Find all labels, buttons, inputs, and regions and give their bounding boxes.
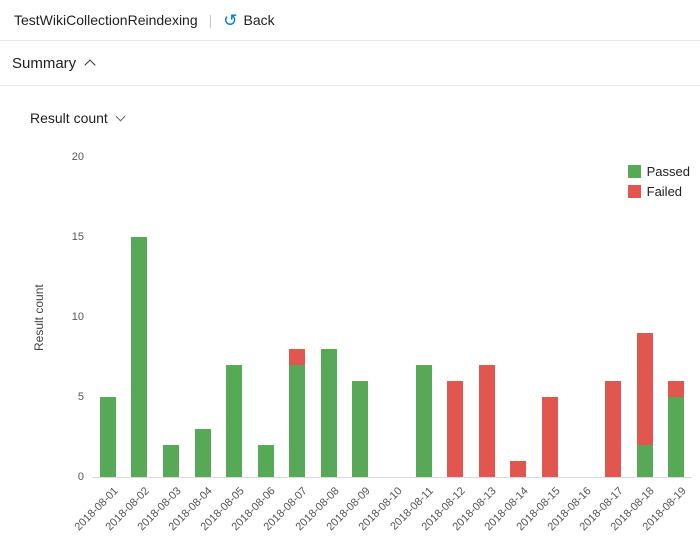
bar-segment-passed — [415, 365, 432, 477]
y-tick-label: 20 — [71, 151, 84, 163]
legend-label: Passed — [646, 164, 690, 179]
bar-segment-passed — [352, 381, 369, 477]
legend-swatch-icon — [627, 185, 641, 198]
chart-legend: Passed Failed — [627, 164, 690, 199]
page-title: TestWikiCollectionReindexing — [14, 12, 198, 28]
y-tick-label: 5 — [77, 391, 84, 403]
bar-segment-passed — [194, 429, 211, 477]
bar-segment-failed — [541, 397, 558, 477]
back-undo-arrow-icon: ↺ — [223, 10, 238, 30]
result-count-dropdown[interactable]: Result count — [30, 108, 126, 128]
legend-item-failed: Failed — [627, 184, 690, 199]
chevron-up-icon — [84, 58, 96, 71]
bar-segment-passed — [636, 445, 653, 477]
legend-swatch-icon — [627, 165, 641, 178]
summary-section-header[interactable]: Summary — [0, 41, 700, 86]
bar-segment-failed — [636, 333, 653, 445]
bar-segment-passed — [226, 365, 243, 477]
bar-segment-passed — [668, 397, 685, 477]
result-count-dropdown-label: Result count — [30, 110, 108, 126]
result-count-chart: Result count Passed Failed 0 5 10 15 20 2018-0… — [30, 151, 700, 533]
legend-label: Failed — [646, 184, 683, 199]
bar-segment-failed — [478, 365, 495, 477]
legend-item-passed: Passed — [627, 164, 690, 179]
title-separator: | — [208, 12, 213, 28]
summary-panel: Result count Result count Passed Failed 0… — [0, 86, 700, 533]
top-header: TestWikiCollectionReindexing | ↺ Back — [0, 0, 700, 41]
back-button[interactable]: ↺ Back — [223, 12, 274, 29]
bar-segment-failed — [668, 381, 685, 397]
bar-segment-passed — [289, 365, 306, 477]
chevron-down-icon — [115, 111, 126, 122]
y-tick-label: 15 — [71, 231, 84, 243]
bar-segment-passed — [162, 445, 179, 477]
y-tick-label: 0 — [77, 471, 84, 483]
bar-segment-passed — [257, 445, 274, 477]
bar-segment-failed — [605, 381, 622, 477]
summary-label: Summary — [12, 54, 77, 72]
bar-segment-failed — [510, 461, 527, 477]
bar-segment-failed — [447, 381, 464, 477]
bar-segment-passed — [99, 397, 116, 477]
plot-area: Passed Failed 0 5 10 15 20 2018-08-01 2018-08-0… — [72, 151, 692, 533]
back-button-label: Back — [243, 12, 275, 28]
bar-segment-failed — [289, 349, 306, 365]
y-tick-label: 10 — [71, 311, 84, 323]
bar-segment-passed — [131, 237, 148, 477]
bar-segment-passed — [320, 349, 337, 477]
